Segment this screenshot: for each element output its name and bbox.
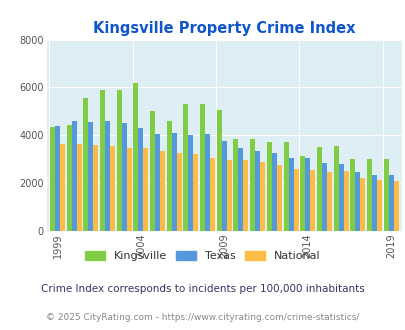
Bar	[309, 170, 314, 231]
Bar	[150, 112, 155, 231]
Bar	[299, 156, 305, 231]
Bar	[66, 124, 72, 231]
Bar	[210, 158, 215, 231]
Bar	[176, 153, 181, 231]
Bar	[216, 110, 221, 231]
Bar	[354, 172, 359, 231]
Bar	[350, 159, 354, 231]
Bar	[392, 181, 398, 231]
Bar	[122, 123, 126, 231]
Bar	[100, 90, 105, 231]
Bar	[305, 158, 309, 231]
Bar	[260, 162, 264, 231]
Title: Kingsville Property Crime Index: Kingsville Property Crime Index	[93, 21, 355, 36]
Bar	[343, 171, 348, 231]
Bar	[221, 141, 226, 231]
Bar	[50, 127, 55, 231]
Bar	[376, 180, 381, 231]
Bar	[283, 143, 288, 231]
Bar	[188, 135, 193, 231]
Bar	[388, 175, 392, 231]
Bar	[55, 126, 60, 231]
Bar	[110, 146, 115, 231]
Bar	[266, 143, 271, 231]
Bar	[183, 104, 188, 231]
Bar	[200, 104, 205, 231]
Bar	[72, 121, 77, 231]
Bar	[276, 165, 281, 231]
Bar	[271, 153, 276, 231]
Bar	[316, 147, 321, 231]
Legend: Kingsville, Texas, National: Kingsville, Texas, National	[81, 247, 324, 266]
Bar	[293, 169, 298, 231]
Text: © 2025 CityRating.com - https://www.cityrating.com/crime-statistics/: © 2025 CityRating.com - https://www.city…	[46, 313, 359, 322]
Bar	[77, 144, 81, 231]
Bar	[60, 144, 65, 231]
Bar	[321, 163, 326, 231]
Bar	[359, 178, 364, 231]
Bar	[249, 139, 254, 231]
Bar	[238, 148, 243, 231]
Bar	[233, 139, 238, 231]
Text: Crime Index corresponds to incidents per 100,000 inhabitants: Crime Index corresponds to incidents per…	[41, 284, 364, 294]
Bar	[105, 121, 110, 231]
Bar	[226, 160, 231, 231]
Bar	[83, 98, 88, 231]
Bar	[93, 145, 98, 231]
Bar	[193, 154, 198, 231]
Bar	[138, 128, 143, 231]
Bar	[88, 122, 93, 231]
Bar	[333, 146, 338, 231]
Bar	[133, 83, 138, 231]
Bar	[117, 90, 121, 231]
Bar	[171, 133, 176, 231]
Bar	[126, 148, 132, 231]
Bar	[366, 159, 371, 231]
Bar	[288, 158, 293, 231]
Bar	[166, 121, 171, 231]
Bar	[160, 151, 165, 231]
Bar	[205, 134, 210, 231]
Bar	[243, 160, 248, 231]
Bar	[254, 151, 260, 231]
Bar	[155, 134, 160, 231]
Bar	[383, 159, 388, 231]
Bar	[371, 175, 376, 231]
Bar	[338, 164, 343, 231]
Bar	[143, 148, 148, 231]
Bar	[326, 172, 331, 231]
